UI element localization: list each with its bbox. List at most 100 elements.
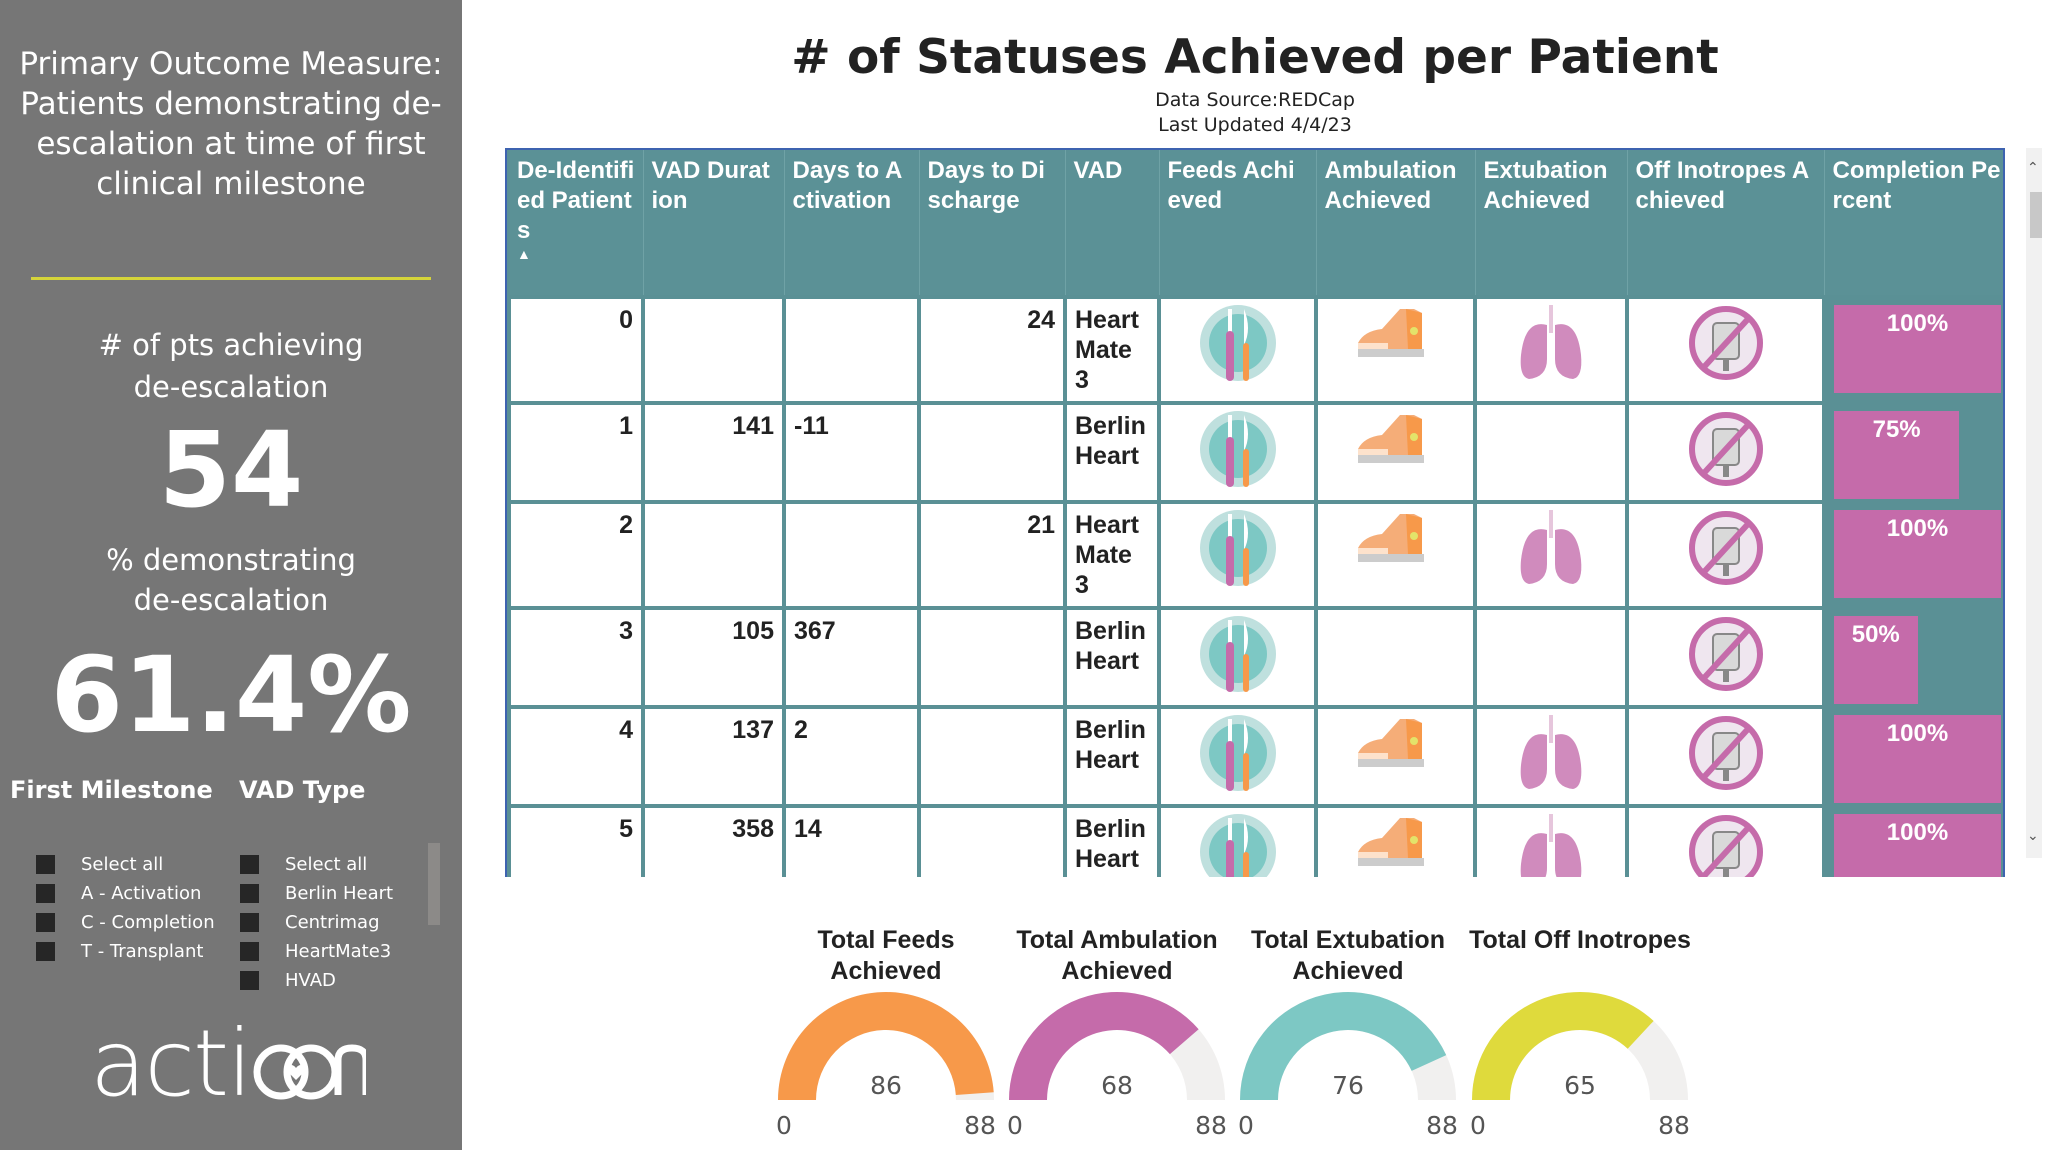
column-header[interactable]: Days to Discharge [919,150,1066,299]
days-to-discharge [917,705,1067,808]
column-header[interactable]: Feeds Achieved [1159,150,1317,299]
column-header[interactable]: VAD [1065,150,1160,299]
gauge-min: 0 [1470,1111,1486,1140]
filter-option-label: A - Activation [81,883,202,904]
vad-type: Berlin Heart [1063,705,1161,808]
patient-id: 5 [507,804,645,877]
days-to-activation [782,500,921,610]
filter-option-label: Select all [285,854,368,875]
checkbox[interactable] [36,855,55,874]
filter-scrollbar[interactable] [428,843,440,925]
filter-option-vad-type[interactable]: HVAD [240,966,393,995]
lungs-icon [1520,510,1582,584]
column-header-label: Ambulation Achieved [1324,157,1457,214]
days-to-activation: 2 [782,705,921,808]
extubation-cell [1473,705,1629,808]
column-header[interactable]: Ambulation Achieved [1316,150,1476,299]
filter-option-first-milestone[interactable]: T - Transplant [36,937,215,966]
patient-status-table: De-Identified Patients ▲ VAD Duration Days … [505,148,2005,877]
fork-knife-plate-icon [1199,305,1276,381]
filter-option-vad-type[interactable]: Berlin Heart [240,879,393,908]
filter-option-label: HeartMate3 [285,941,392,962]
filter-option-first-milestone[interactable]: Select all [36,850,215,879]
column-header[interactable]: De-Identified Patients ▲ [509,150,644,299]
gauge-max: 88 [964,1111,996,1140]
column-header[interactable]: Days to Activation [784,150,920,299]
patient-id: 3 [507,606,645,709]
checkbox[interactable] [36,913,55,932]
column-header-label: VAD [1073,157,1123,184]
column-header[interactable]: Extubation Achieved [1475,150,1628,299]
feeds-cell [1157,401,1318,504]
off-inotropes-cell [1625,401,1826,504]
vad-type: Berlin Heart [1063,606,1161,709]
completion-bar: 75% [1834,411,1960,499]
sneaker-icon [1357,309,1424,357]
checkbox[interactable] [240,913,259,932]
feeds-cell [1157,804,1318,877]
table-row[interactable]: 1 141 -11 Berlin Heart 75% [507,401,2003,504]
column-header[interactable]: Off Inotropes Achieved [1627,150,1825,299]
checkbox[interactable] [240,884,259,903]
completion-bar: 100% [1834,715,2001,803]
table-row[interactable]: 2 21 Heart Mate 3 100% [507,500,2003,610]
fork-knife-plate-icon [1199,814,1276,877]
table-row[interactable]: 0 24 Heart Mate 3 100% [507,295,2003,405]
gauge-max: 88 [1195,1111,1227,1140]
feeds-cell [1157,705,1318,808]
table-scrollbar[interactable] [2026,148,2042,858]
filter-option-label: Centrimag [285,912,380,933]
filter-option-label: HVAD [285,970,336,991]
filter-option-label: T - Transplant [81,941,204,962]
filter-option-label: Berlin Heart [285,883,394,904]
completion-cell: 100% [1822,295,2003,405]
vad-type: Heart Mate 3 [1063,500,1161,610]
filter-option-vad-type[interactable]: HeartMate3 [240,937,393,966]
extubation-cell [1473,804,1629,877]
gauge-title: Total Feeds Achieved [817,926,955,985]
off-inotropes-cell [1625,804,1826,877]
gauge-title: Total Ambulation Achieved [1016,926,1218,985]
column-header-label: Days to Discharge [927,157,1045,214]
vad-duration: 137 [641,705,786,808]
scroll-up-icon[interactable]: ⌃ [2027,160,2039,176]
checkbox[interactable] [36,942,55,961]
ambulation-cell [1314,500,1477,610]
table-row[interactable]: 4 137 2 Berlin Heart 100% [507,705,2003,808]
sneaker-icon [1357,719,1424,767]
column-header[interactable]: VAD Duration [643,150,785,299]
column-header[interactable]: Completion Percent [1824,150,2003,299]
vad-duration: 358 [641,804,786,877]
column-header-label: Off Inotropes Achieved [1635,157,1810,214]
sidebar: Primary Outcome Measure: Patients demons… [0,0,462,1150]
checkbox[interactable] [240,971,259,990]
completion-cell: 100% [1822,500,2003,610]
no-iv-bag-icon [1688,511,1763,585]
checkbox[interactable] [240,855,259,874]
page-title: # of Statuses Achieved per Patient [791,30,1719,85]
sort-ascending-icon: ▲ [517,246,531,262]
fork-knife-plate-icon [1199,411,1276,487]
table-row[interactable]: 3 105 367 Berlin Heart 50% [507,606,2003,709]
column-header-label: De-Identified Patients [517,157,635,244]
extubation-cell [1473,500,1629,610]
checkbox[interactable] [36,884,55,903]
filter-option-vad-type[interactable]: Select all [240,850,393,879]
table-scrollbar-thumb[interactable] [2030,192,2042,238]
scroll-down-icon[interactable]: ⌄ [2027,828,2039,844]
checkbox[interactable] [240,942,259,961]
column-header-label: Feeds Achieved [1167,157,1295,214]
filter-option-first-milestone[interactable]: C - Completion [36,908,215,937]
table-row[interactable]: 5 358 14 Berlin Heart 100% [507,804,2003,877]
fork-knife-plate-icon [1199,715,1276,791]
vad-type: Berlin Heart [1063,804,1161,877]
divider [31,277,431,280]
extubation-cell [1473,606,1629,709]
days-to-activation: 367 [782,606,921,709]
gauge-value: 65 [1564,1071,1596,1100]
filter-option-first-milestone[interactable]: A - Activation [36,879,215,908]
gauge-fill [778,992,994,1100]
filter-option-vad-type[interactable]: Centrimag [240,908,393,937]
days-to-activation: -11 [782,401,921,504]
vad-duration: 105 [641,606,786,709]
